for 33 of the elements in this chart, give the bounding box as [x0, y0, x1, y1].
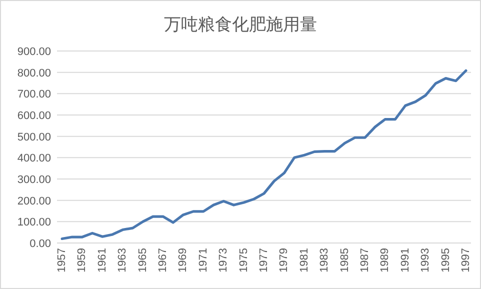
- x-tick-label: 1971: [197, 248, 210, 272]
- x-tick-label: 1979: [278, 248, 290, 272]
- y-tick-label: 300.00: [17, 174, 51, 186]
- y-tick-label: 400.00: [17, 152, 51, 165]
- x-tick-label: 1975: [238, 248, 250, 272]
- x-tick-label: 1963: [116, 248, 129, 272]
- x-tick-label: 1985: [338, 248, 351, 272]
- chart-title: 万吨粮食化肥施用量: [164, 15, 317, 34]
- x-tick-label: 1993: [420, 248, 432, 272]
- x-tick-label: 1989: [379, 248, 392, 272]
- x-tick-label: 1973: [218, 248, 230, 272]
- x-tick-label: 1959: [76, 248, 88, 272]
- x-tick-label: 1961: [96, 248, 108, 272]
- y-tick-label: 0.00: [30, 238, 51, 250]
- x-tick-label: 1969: [177, 248, 190, 272]
- x-tick-label: 1965: [136, 248, 149, 272]
- line-series: [60, 69, 468, 240]
- y-tick-label: 200.00: [17, 195, 51, 208]
- x-tick-label: 1983: [318, 248, 331, 272]
- x-tick-label: 1995: [440, 248, 452, 272]
- y-tick-label: 600.00: [17, 110, 51, 122]
- y-tick-label: 800.00: [17, 67, 51, 80]
- x-tick-label: 1967: [157, 248, 170, 272]
- y-tick-label: 500.00: [17, 131, 51, 144]
- y-tick-label: 100.00: [17, 216, 51, 229]
- x-tick-label: 1977: [258, 248, 270, 272]
- x-tick-label: 1987: [358, 248, 371, 272]
- y-tick-label: 900.00: [17, 46, 51, 58]
- y-tick-label: 700.00: [17, 88, 51, 101]
- x-tick-label: 1997: [460, 248, 472, 272]
- x-tick-label: 1957: [56, 248, 68, 272]
- x-tick-label: 1981: [298, 248, 310, 272]
- x-tick-label: 1991: [399, 248, 412, 272]
